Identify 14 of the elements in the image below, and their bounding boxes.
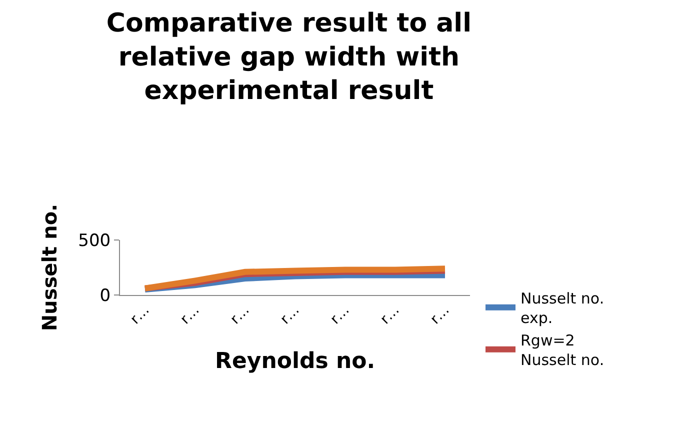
legend-label: Nusselt no. exp. xyxy=(520,289,604,327)
x-axis-title: Reynolds no. xyxy=(215,349,376,374)
chart-title: Comparative result to all relative gap width with experimental result xyxy=(106,8,472,106)
y-axis-title: Nusselt no. xyxy=(38,204,62,332)
x-tick-label: r… xyxy=(177,302,203,328)
x-tick-label: r… xyxy=(377,302,403,328)
y-tick-label: 500 xyxy=(78,230,111,251)
x-tick-label: r… xyxy=(427,302,453,328)
x-tick-label: r… xyxy=(127,302,153,328)
legend-label: Rgw=2 Nusselt no. xyxy=(520,331,604,369)
x-tick-label: r… xyxy=(277,302,303,328)
x-tick-label: r… xyxy=(327,302,353,328)
x-tick-label: r… xyxy=(227,302,253,328)
y-tick-label: 0 xyxy=(100,286,111,306)
